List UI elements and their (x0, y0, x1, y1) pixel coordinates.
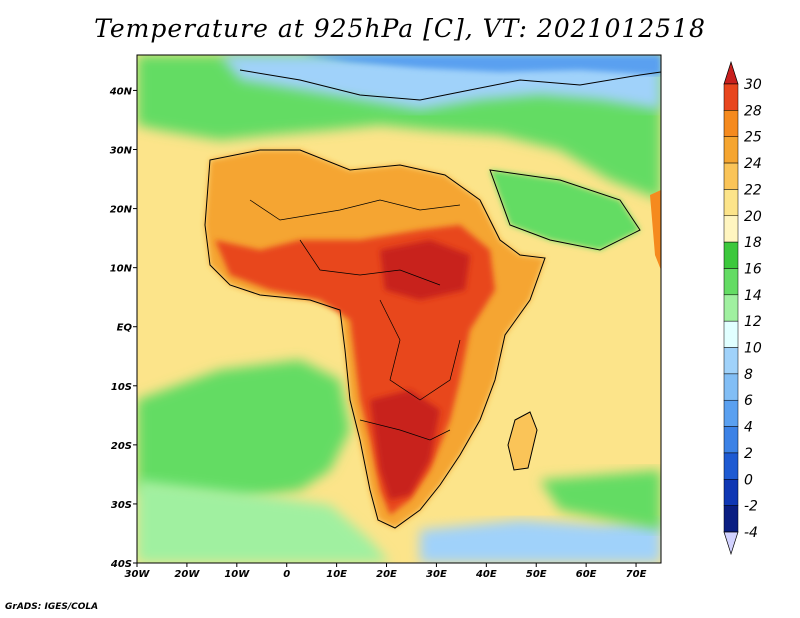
colorbar-box (723, 399, 739, 427)
lon-tick-label: 30E (426, 569, 447, 580)
lon-tick-label: 10E (326, 569, 347, 580)
lon-tick-label: 70E (626, 569, 647, 580)
country-border (359, 419, 451, 441)
lon-axis: 30W 20W 10W 0 10E 20E 30E 40E 50E 60E 70E (125, 563, 647, 580)
southern-ocean-blue (420, 520, 661, 563)
colorbar-tick-label: 20 (744, 209, 762, 225)
colorbar-box (723, 505, 739, 533)
country-border (249, 199, 461, 221)
colorbar-tick-label: 18 (744, 235, 762, 251)
colorbar-tick-label: 24 (744, 156, 762, 172)
south-atlantic-green (137, 360, 350, 500)
colorbar-tick-label: -4 (744, 525, 758, 541)
lat-tick-label: 10S (111, 382, 132, 393)
colorbar-box (723, 162, 739, 190)
colorbar-box (723, 241, 739, 269)
colorbar-box (723, 294, 739, 322)
africa-coastline (204, 149, 546, 529)
colorbar-box (723, 320, 739, 348)
lon-tick-label: 20E (376, 569, 397, 580)
colorbar-box (723, 136, 739, 164)
colorbar-tick-label: 14 (744, 288, 762, 304)
colorbar-tick-label: 30 (744, 77, 762, 93)
colorbar-box (723, 452, 739, 480)
colorbar-tick-label: 28 (744, 103, 762, 119)
europe-coastline (239, 69, 661, 101)
colorbar-box (723, 215, 739, 243)
lat-tick-label: 20N (110, 205, 133, 216)
lon-tick-label: 0 (283, 569, 290, 580)
lon-tick-label: 40E (475, 569, 497, 580)
india-tip (650, 190, 661, 270)
colorbar-bottom-arrow (723, 531, 739, 556)
arabia-green (490, 170, 640, 250)
colorbar-tick-label: 25 (744, 130, 762, 146)
colorbar-tick-label: 0 (744, 472, 753, 488)
lat-tick-label: 30N (110, 146, 133, 157)
lon-tick-label: 60E (576, 569, 597, 580)
map-frame (136, 54, 662, 564)
indian-ocean-green (540, 470, 661, 530)
lon-tick-label: 10W (224, 569, 250, 580)
central-africa-hot (380, 240, 470, 300)
north-deep-blue (300, 55, 661, 75)
country-border (379, 299, 461, 401)
colorbar-box (723, 189, 739, 217)
southern-ocean-light (137, 480, 390, 563)
lat-tick-label: 40N (109, 86, 133, 97)
colorbar-top-arrow (723, 60, 739, 85)
lat-tick-label: 20S (111, 441, 132, 452)
colorbar-tick-label: 16 (744, 261, 762, 277)
lon-tick-label: 20W (174, 569, 200, 580)
colorbar-box (723, 83, 739, 111)
colorbar-box (723, 347, 739, 375)
colorbar-tick-label: -2 (744, 499, 758, 515)
madagascar (508, 412, 537, 470)
colorbar-tick-label: 2 (744, 446, 753, 462)
grads-credit: GrADS: IGES/COLA (5, 602, 99, 612)
colorbar-tick-label: 4 (744, 420, 753, 436)
colorbar-box (723, 110, 739, 137)
colorbar-box (723, 268, 739, 296)
colorbar-tick-label: 8 (744, 367, 753, 383)
colorbar-tick-label: 10 (744, 341, 762, 357)
lat-tick-label: 10N (110, 264, 133, 275)
country-border (299, 239, 441, 286)
colorbar-box (723, 373, 739, 401)
lat-tick-label: 30S (111, 500, 132, 511)
lon-tick-label: 30W (125, 569, 151, 580)
chart-title: Temperature at 925hPa [C], VT: 202101251… (94, 14, 706, 43)
colorbar-tick-label: 22 (744, 182, 762, 198)
colorbar-tick-label: 6 (744, 393, 753, 409)
arabia-coastline (489, 169, 641, 251)
lon-tick-label: 50E (526, 569, 547, 580)
madagascar-coastline (507, 411, 538, 471)
lat-tick-label: 40S (110, 559, 132, 570)
southern-africa-hot (370, 390, 440, 500)
lat-axis: 40S 30S 20S 10S EQ 10N 20N 30N 40N (109, 86, 137, 570)
colorbar-box (723, 426, 739, 454)
colorbar-box (723, 479, 739, 506)
lat-tick-label: EQ (117, 323, 133, 334)
temperature-field (137, 55, 661, 563)
colorbar-tick-label: 12 (744, 314, 762, 330)
